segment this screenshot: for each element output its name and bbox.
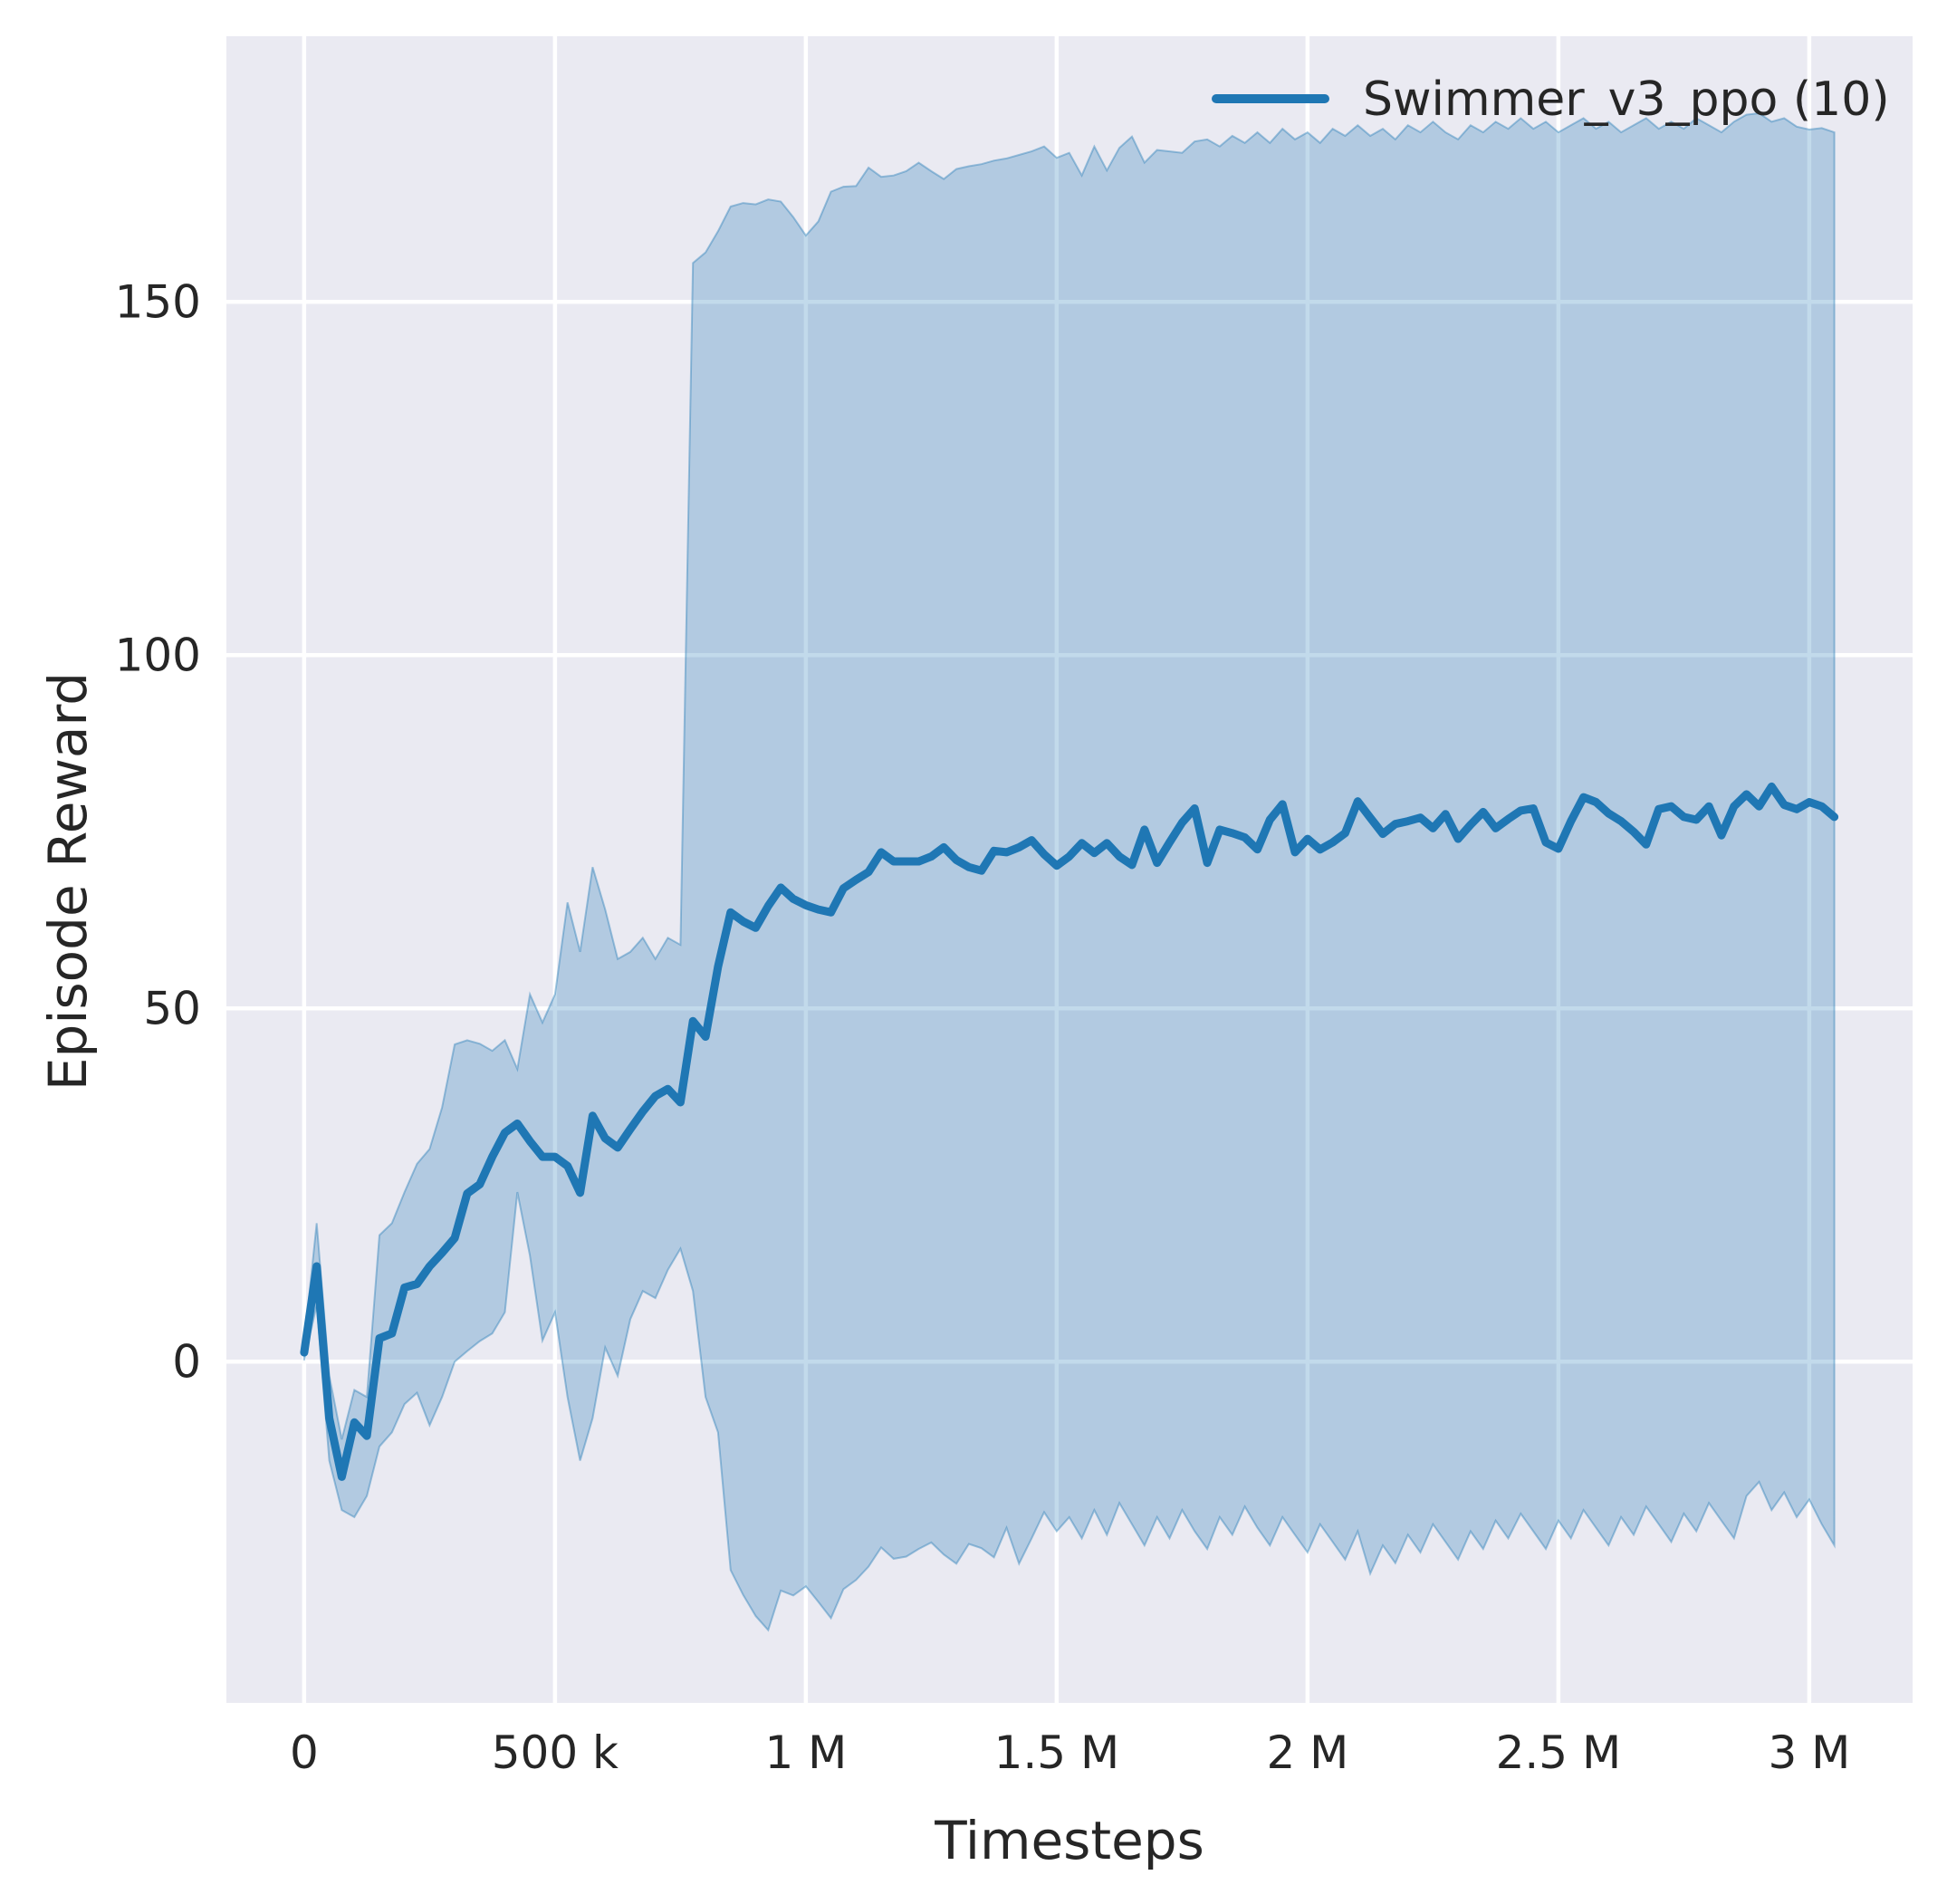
x-tick-label: 2 M (1266, 1726, 1348, 1779)
x-tick-label: 3 M (1768, 1726, 1850, 1779)
y-tick-label: 100 (115, 629, 201, 681)
y-tick-label: 150 (115, 275, 201, 328)
x-tick-label: 0 (290, 1726, 319, 1779)
legend: Swimmer_v3_ppo (10) (1212, 72, 1890, 127)
x-tick-label: 1 M (764, 1726, 847, 1779)
grid (226, 36, 1913, 1703)
x-tick-label: 2.5 M (1496, 1726, 1622, 1779)
y-tick-labels: 0 50 100 150 (115, 275, 201, 1388)
confidence-band (302, 111, 1836, 1632)
legend-label: Swimmer_v3_ppo (10) (1363, 72, 1890, 127)
x-tick-label: 1.5 M (994, 1726, 1120, 1779)
y-axis-label: Episode Reward (37, 672, 99, 1091)
y-tick-label: 50 (143, 982, 201, 1034)
x-tick-label: 500 k (492, 1726, 619, 1779)
y-tick-label: 0 (172, 1335, 201, 1388)
plot-area (226, 36, 1913, 1703)
x-axis-label: Timesteps (934, 1810, 1204, 1871)
x-tick-labels: 0 500 k 1 M 1.5 M 2 M 2.5 M 3 M (290, 1726, 1850, 1779)
mean-line (300, 782, 1839, 1481)
